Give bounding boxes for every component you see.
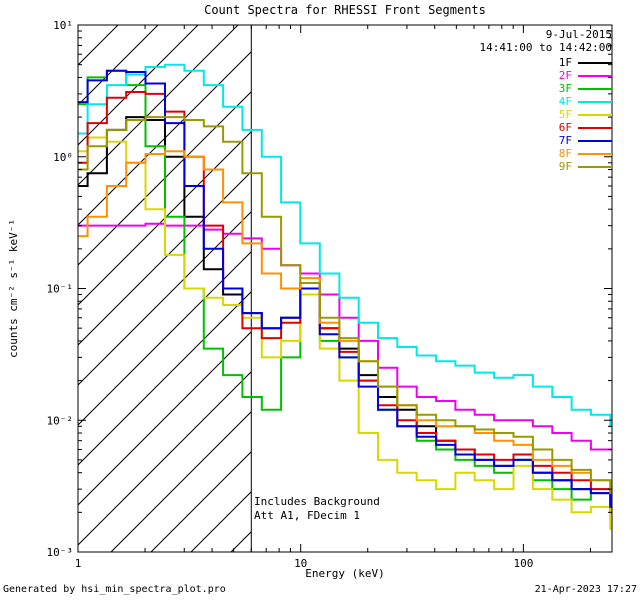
series-9F <box>78 116 612 495</box>
spectra-curves <box>78 63 612 530</box>
legend-label-3f: 3F <box>558 82 572 95</box>
y-tick-label: 10⁻¹ <box>47 283 74 296</box>
x-tick-label: 1 <box>75 557 82 570</box>
y-tick-label: 10⁻² <box>47 414 74 427</box>
axis-ticks <box>77 24 612 553</box>
legend-color-line-5f <box>578 113 612 116</box>
hatch-region <box>78 25 252 552</box>
legend-label-8f: 8F <box>558 147 572 160</box>
series-7F <box>78 69 612 508</box>
legend-label-2f: 2F <box>558 69 572 82</box>
legend-item-9f: 9F <box>559 160 612 173</box>
x-axis-label: Energy (keV) <box>305 567 385 580</box>
y-axis-label: counts cm⁻² s⁻¹ keV⁻¹ <box>7 218 20 359</box>
legend-color-line-2f <box>578 74 612 77</box>
series-5F <box>78 136 612 530</box>
observation-datetime: 9-Jul-2015 14:41:00 to 14:42:00 <box>480 28 612 54</box>
legend-color-line-1f <box>578 61 612 64</box>
legend-item-8f: 8F <box>559 147 612 160</box>
series-4F <box>78 63 612 428</box>
legend-color-line-6f <box>578 126 612 129</box>
series-2F <box>78 222 612 451</box>
legend-label-9f: 9F <box>558 160 572 173</box>
legend-item-5f: 5F <box>559 108 612 121</box>
x-tick-label: 100 <box>513 557 533 570</box>
observation-date: 9-Jul-2015 <box>545 28 612 41</box>
legend-item-7f: 7F <box>559 134 612 147</box>
legend-label-1f: 1F <box>558 56 572 69</box>
y-tick-label: 10⁰ <box>53 151 73 164</box>
legend-item-6f: 6F <box>559 121 612 134</box>
observation-time-range: 14:41:00 to 14:42:00 <box>479 41 612 54</box>
detector-legend: 1F 2F 3F 4F 5F 6F 7F 8F <box>559 56 612 173</box>
tick-labels: 1 10 100 10⁻³ 10⁻² 10⁻¹ 10⁰ 10¹ <box>47 19 534 570</box>
plot-timestamp: 21-Apr-2023 17:27 <box>534 584 637 595</box>
legend-item-4f: 4F <box>559 95 612 108</box>
legend-label-5f: 5F <box>558 108 572 121</box>
legend-label-4f: 4F <box>558 95 572 108</box>
legend-color-line-8f <box>578 152 612 155</box>
x-tick-label: 10 <box>294 557 307 570</box>
legend-item-3f: 3F <box>559 82 612 95</box>
legend-color-line-4f <box>578 100 612 103</box>
plot-title: Count Spectra for RHESSI Front Segments <box>204 3 486 17</box>
y-tick-label: 10⁻³ <box>47 546 74 559</box>
legend-item-2f: 2F <box>559 69 612 82</box>
legend-label-7f: 7F <box>558 134 572 147</box>
y-tick-label: 10¹ <box>53 19 73 32</box>
legend-color-line-7f <box>578 139 612 142</box>
legend-color-line-3f <box>578 87 612 90</box>
series-8F <box>78 150 612 491</box>
series-3F <box>78 69 612 514</box>
annotation-attenuator: Att A1, FDecim 1 <box>254 509 360 522</box>
generated-by-text: Generated by hsi_min_spectra_plot.pro <box>3 584 226 595</box>
legend-label-6f: 6F <box>558 121 572 134</box>
legend-color-line-9f <box>578 165 612 168</box>
annotation-background: Includes Background <box>254 495 380 508</box>
legend-item-1f: 1F <box>559 56 612 69</box>
series-1F <box>78 116 612 514</box>
